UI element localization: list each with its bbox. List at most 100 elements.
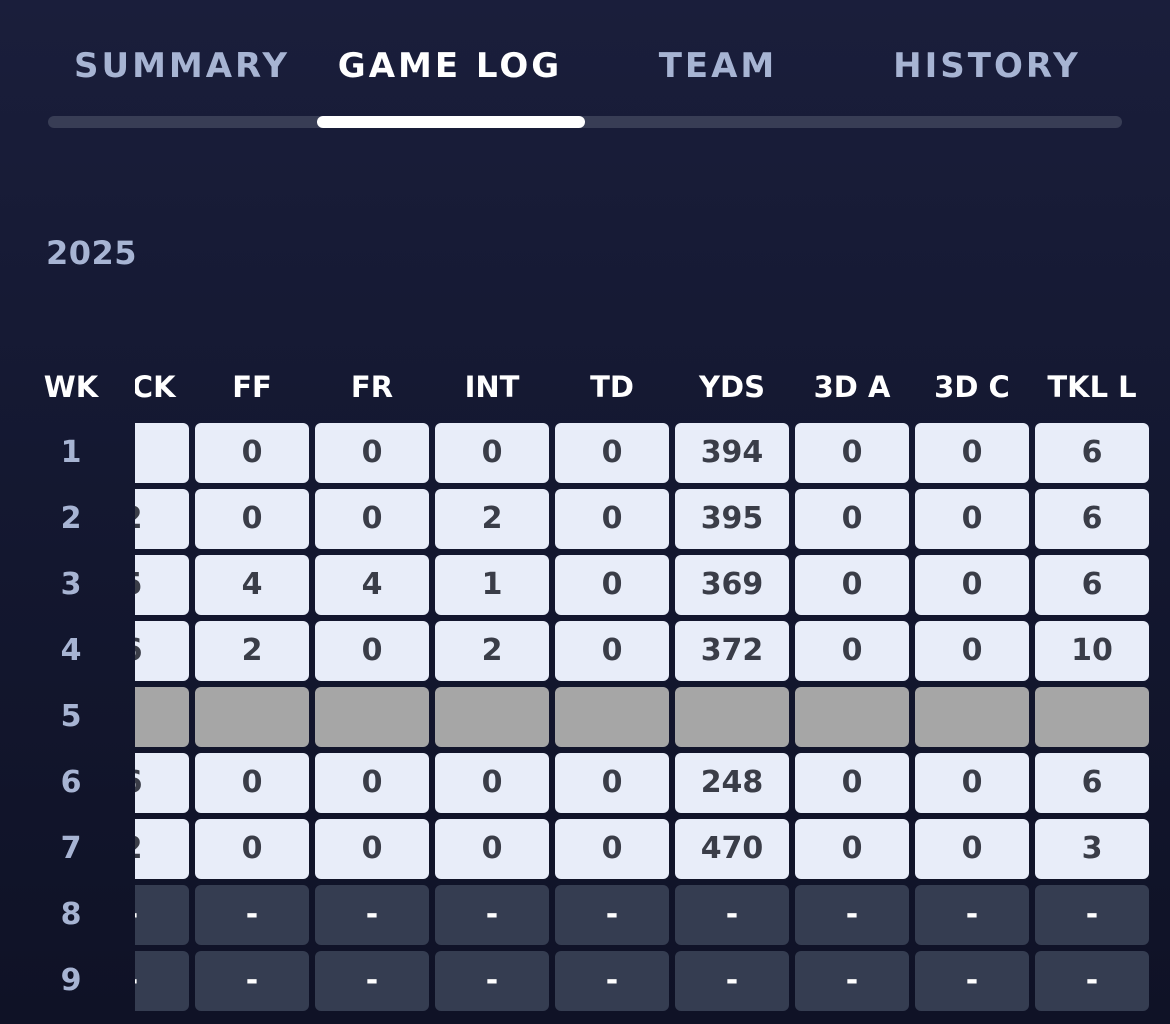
stat-cell: 0 bbox=[555, 621, 669, 681]
tab-game-log[interactable]: GAME LOG bbox=[337, 46, 563, 86]
column-header-td[interactable]: TD bbox=[590, 370, 634, 404]
stat-cell: - bbox=[675, 885, 789, 945]
column-header-ff[interactable]: FF bbox=[232, 370, 272, 404]
stat-cell bbox=[135, 423, 189, 483]
stat-cell: 0 bbox=[795, 423, 909, 483]
stat-cell: 6 bbox=[1035, 555, 1149, 615]
stat-cell: 395 bbox=[675, 489, 789, 549]
stat-cell: 0 bbox=[435, 423, 549, 483]
stat-cell: - bbox=[315, 885, 429, 945]
stat-cell: - bbox=[795, 885, 909, 945]
week-number: 9 bbox=[60, 963, 82, 998]
stat-cell: 0 bbox=[555, 489, 669, 549]
stat-cell: 0 bbox=[435, 819, 549, 879]
stat-cell: - bbox=[675, 951, 789, 1011]
week-number: 1 bbox=[60, 435, 82, 470]
stat-cell: 0 bbox=[915, 423, 1029, 483]
stat-cell: 0 bbox=[555, 555, 669, 615]
week-number: 2 bbox=[60, 501, 82, 536]
stat-cell: - bbox=[555, 885, 669, 945]
stat-cell: 0 bbox=[195, 489, 309, 549]
tab-indicator-track bbox=[48, 116, 1122, 128]
stat-cell: - bbox=[1035, 885, 1149, 945]
stat-cell: - bbox=[795, 951, 909, 1011]
stat-cell: 0 bbox=[915, 489, 1029, 549]
column-header-3d-c[interactable]: 3D C bbox=[934, 370, 1010, 404]
week-number: 8 bbox=[60, 897, 82, 932]
tab-summary[interactable]: SUMMARY bbox=[73, 46, 291, 86]
stat-cell: 10 bbox=[1035, 621, 1149, 681]
stat-cell: 0 bbox=[915, 621, 1029, 681]
stat-cell: 248 bbox=[675, 753, 789, 813]
stat-cell bbox=[315, 687, 429, 747]
stat-cell: 2 bbox=[195, 621, 309, 681]
stat-cell: 5 bbox=[135, 555, 189, 615]
tab-bar: SUMMARY GAME LOG TEAM HISTORY bbox=[0, 0, 1170, 140]
column-header-sack[interactable]: SACK bbox=[135, 370, 176, 404]
stat-cell: 0 bbox=[555, 423, 669, 483]
column-header-tkl-l[interactable]: TKL L bbox=[1047, 370, 1137, 404]
stat-cell: 0 bbox=[315, 819, 429, 879]
stat-cell: 6 bbox=[1035, 489, 1149, 549]
stat-cell: 1 bbox=[435, 555, 549, 615]
stat-cell: - bbox=[135, 885, 189, 945]
stat-cell: 4 bbox=[195, 555, 309, 615]
stat-cell: 394 bbox=[675, 423, 789, 483]
stat-cell bbox=[1035, 687, 1149, 747]
week-number: 5 bbox=[60, 699, 82, 734]
stat-cell: 6 bbox=[135, 621, 189, 681]
stat-cell: 2 bbox=[435, 489, 549, 549]
tab-history[interactable]: HISTORY bbox=[893, 46, 1081, 86]
stat-cell: 0 bbox=[795, 753, 909, 813]
stat-cell: 0 bbox=[195, 753, 309, 813]
stat-cell: 0 bbox=[555, 819, 669, 879]
stat-cell bbox=[795, 687, 909, 747]
stat-cell: - bbox=[435, 885, 549, 945]
week-number: 4 bbox=[60, 633, 82, 668]
stat-cell: 0 bbox=[195, 423, 309, 483]
stat-cell: 0 bbox=[795, 621, 909, 681]
stat-cell: 0 bbox=[315, 621, 429, 681]
stat-cell: 6 bbox=[1035, 423, 1149, 483]
stat-cell: 6 bbox=[1035, 753, 1149, 813]
stat-cell: 0 bbox=[315, 423, 429, 483]
stat-cell: - bbox=[555, 951, 669, 1011]
stat-cell bbox=[675, 687, 789, 747]
tab-active-indicator bbox=[317, 116, 585, 128]
stat-cell: 0 bbox=[195, 819, 309, 879]
stat-cell: 0 bbox=[795, 489, 909, 549]
stat-cell: 0 bbox=[315, 753, 429, 813]
stat-cell bbox=[135, 687, 189, 747]
stat-cell: 4 bbox=[315, 555, 429, 615]
stat-cell: 470 bbox=[675, 819, 789, 879]
stat-cell: 0 bbox=[915, 819, 1029, 879]
week-number: 7 bbox=[60, 831, 82, 866]
column-header-3d-a[interactable]: 3D A bbox=[813, 370, 891, 404]
stat-cell: - bbox=[195, 885, 309, 945]
stat-cell: 0 bbox=[795, 555, 909, 615]
stat-cell bbox=[555, 687, 669, 747]
column-header-int[interactable]: INT bbox=[464, 370, 520, 404]
tab-team[interactable]: TEAM bbox=[658, 46, 778, 86]
stat-cell bbox=[435, 687, 549, 747]
stat-cell: 0 bbox=[555, 753, 669, 813]
week-number: 6 bbox=[60, 765, 82, 800]
stat-cell bbox=[915, 687, 1029, 747]
stat-cell: 0 bbox=[315, 489, 429, 549]
stat-cell bbox=[195, 687, 309, 747]
stat-cell: 0 bbox=[435, 753, 549, 813]
stat-cell: - bbox=[915, 951, 1029, 1011]
stat-cell: - bbox=[315, 951, 429, 1011]
stat-cell: - bbox=[915, 885, 1029, 945]
stat-cell: 2 bbox=[435, 621, 549, 681]
column-header-yds[interactable]: YDS bbox=[699, 370, 765, 404]
stat-cell: - bbox=[195, 951, 309, 1011]
column-header-fr[interactable]: FR bbox=[350, 370, 394, 404]
stat-cell: - bbox=[1035, 951, 1149, 1011]
stat-cell: 3 bbox=[1035, 819, 1149, 879]
stat-cell: 2 bbox=[135, 489, 189, 549]
stat-cell: - bbox=[135, 951, 189, 1011]
week-column-header: WK bbox=[43, 370, 99, 404]
